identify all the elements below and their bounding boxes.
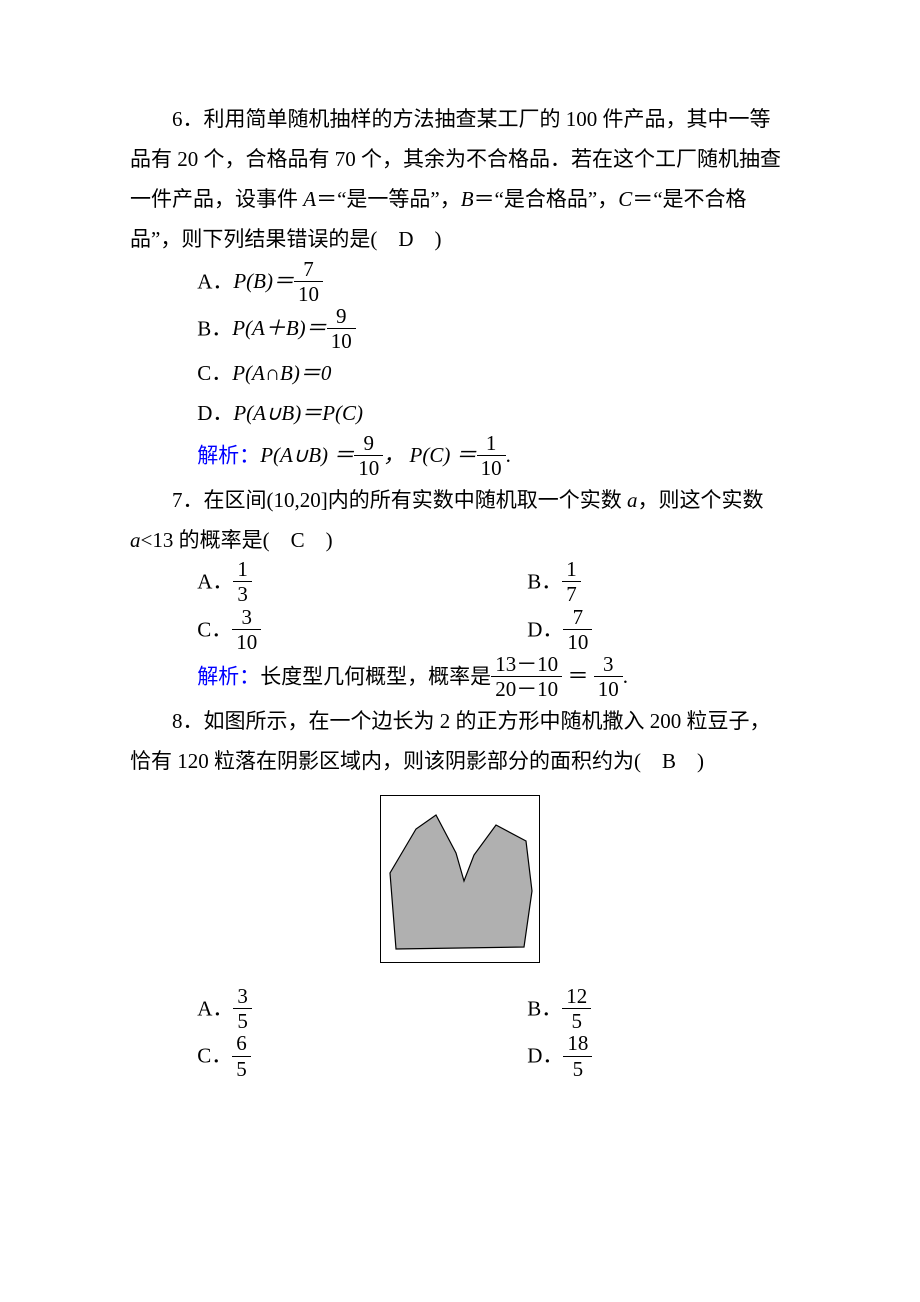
q6-c-lead: C． xyxy=(197,361,232,385)
q6-text-A: ＝“是一等品”， xyxy=(316,187,461,211)
q6-b-lead: B． xyxy=(197,316,232,340)
q7-option-a: A．13 xyxy=(130,560,460,607)
q7-option-c: C．310 xyxy=(130,608,460,655)
q7-option-d: D．710 xyxy=(460,608,790,655)
answer-label: 解析： xyxy=(197,444,260,467)
q6-ans-f2: 110 xyxy=(477,432,506,479)
q7-ans-f2: 310 xyxy=(594,653,623,700)
page: 6．利用简单随机抽样的方法抽查某工厂的 100 件产品，其中一等品有 20 个，… xyxy=(0,0,920,1302)
q6-text-B: ＝“是合格品”， xyxy=(474,187,619,211)
q6-ans-f1: 910 xyxy=(354,432,383,479)
q7-a1: a xyxy=(627,488,638,512)
q8-figure xyxy=(130,795,790,977)
q6-ans-mid: ， P(C) ＝ xyxy=(383,443,476,467)
q8-option-c: C．65 xyxy=(130,1034,460,1081)
var-B: B xyxy=(461,187,474,211)
q8-options-row1: A．35 B．125 xyxy=(130,987,790,1034)
q7-ans-f1: 13－1020－10 xyxy=(491,653,562,700)
q7-options-row1: A．13 B．17 xyxy=(130,560,790,607)
q7-text-3: <13 的概率是( C ) xyxy=(141,528,333,552)
q6-option-c: C．P(A∩B)＝0 xyxy=(130,354,790,394)
q7-d-frac: 710 xyxy=(563,606,592,653)
q6-b-frac: 910 xyxy=(327,305,356,352)
q6-num: 6． xyxy=(172,107,204,131)
q7-text-2: ，则这个实数 xyxy=(638,488,764,512)
q7-a-frac: 13 xyxy=(233,558,252,605)
q8-option-a: A．35 xyxy=(130,987,460,1034)
q8-option-b: B．125 xyxy=(460,987,790,1034)
q6-ans-l: P(A∪B) ＝ xyxy=(260,443,354,467)
q7-b-frac: 17 xyxy=(562,558,581,605)
q8-stem: 8．如图所示，在一个边长为 2 的正方形中随机撒入 200 粒豆子，恰有 120… xyxy=(130,702,790,782)
q8-a-frac: 35 xyxy=(233,985,252,1032)
q7-option-b: B．17 xyxy=(460,560,790,607)
q6-d-lead: D． xyxy=(197,401,233,425)
q6-d-expr: P(A∪B)＝P(C) xyxy=(233,401,363,425)
q6-option-b: B．P(A＋B)＝910 xyxy=(130,307,790,354)
q6-a-expr: P(B)＝ xyxy=(233,269,294,293)
q6-answer: 解析：P(A∪B) ＝910， P(C) ＝110. xyxy=(130,434,790,481)
q6-c-expr: P(A∩B)＝0 xyxy=(232,361,331,385)
q8-options-row2: C．65 D．185 xyxy=(130,1034,790,1081)
q6-ans-tail: . xyxy=(506,443,511,467)
q8-option-d: D．185 xyxy=(460,1034,790,1081)
q7-ans-eq: ＝ xyxy=(562,664,594,688)
q8-text: 如图所示，在一个边长为 2 的正方形中随机撒入 200 粒豆子，恰有 120 粒… xyxy=(130,709,771,773)
q7-stem: 7．在区间(10,20]内的所有实数中随机取一个实数 a，则这个实数 a<13 … xyxy=(130,481,790,561)
q6-stem: 6．利用简单随机抽样的方法抽查某工厂的 100 件产品，其中一等品有 20 个，… xyxy=(130,100,790,260)
q7-options-row2: C．310 D．710 xyxy=(130,608,790,655)
q8-shaded-polygon xyxy=(390,815,532,949)
answer-label: 解析： xyxy=(197,665,260,688)
q8-b-frac: 125 xyxy=(562,985,591,1032)
q7-answer: 解析：长度型几何概型，概率是13－1020－10 ＝ 310. xyxy=(130,655,790,702)
var-A: A xyxy=(303,187,316,211)
q6-b-expr: P(A＋B)＝ xyxy=(232,316,326,340)
q8-c-frac: 65 xyxy=(232,1032,251,1079)
q6-option-a: A．P(B)＝710 xyxy=(130,260,790,307)
q6-a-frac: 710 xyxy=(294,258,323,305)
q8-d-frac: 185 xyxy=(563,1032,592,1079)
q6-option-d: D．P(A∪B)＝P(C) xyxy=(130,394,790,434)
q7-num: 7． xyxy=(172,488,204,512)
q7-ans-text: 长度型几何概型，概率是 xyxy=(260,664,491,688)
q7-text-1: 在区间(10,20]内的所有实数中随机取一个实数 xyxy=(204,488,628,512)
q7-c-frac: 310 xyxy=(232,606,261,653)
var-C: C xyxy=(618,187,632,211)
q7-a2: a xyxy=(130,528,141,552)
q6-a-lead: A． xyxy=(197,269,233,293)
q7-ans-tail: . xyxy=(623,664,628,688)
q8-shape-svg xyxy=(382,797,538,961)
q8-num: 8． xyxy=(172,709,204,733)
q8-square xyxy=(380,795,540,963)
